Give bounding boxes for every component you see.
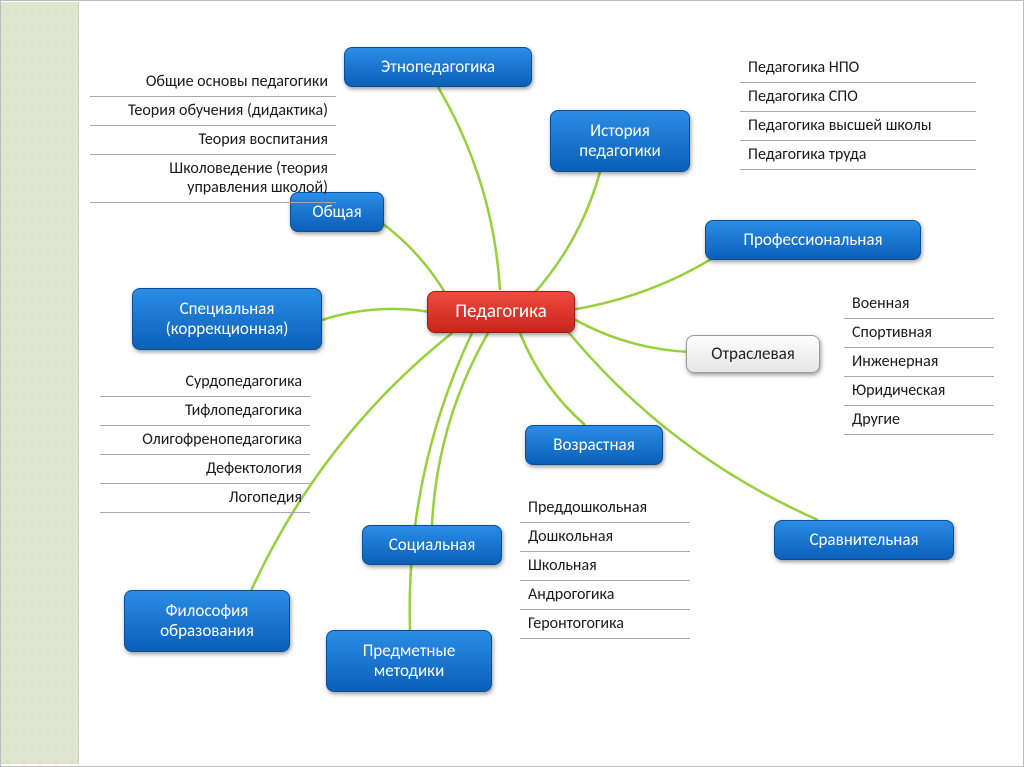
list-item: Юридическая: [844, 377, 994, 406]
node-philosophy: Философияобразования: [124, 590, 290, 652]
node-age: Возрастная: [525, 425, 663, 465]
list-item: Инженерная: [844, 348, 994, 377]
list-item: Педагогика СПО: [740, 83, 976, 112]
list-professional: Педагогика НПОПедагогика СПОПедагогика в…: [740, 54, 976, 170]
list-item: Андрогогика: [520, 581, 690, 610]
list-item: Дефектология: [100, 455, 310, 484]
node-branchwise: Отраслевая: [686, 335, 820, 373]
list-item: Преддошкольная: [520, 494, 690, 523]
list-item: Геронтогогика: [520, 610, 690, 639]
list-item: Педагогика труда: [740, 141, 976, 170]
node-subject-methods: Предметныеметодики: [326, 630, 492, 692]
list-item: Дошкольная: [520, 523, 690, 552]
center-node: Педагогика: [427, 291, 575, 333]
list-item: Школьная: [520, 552, 690, 581]
node-comparative: Сравнительная: [774, 520, 954, 560]
list-age: ПреддошкольнаяДошкольнаяШкольнаяАндрогог…: [520, 494, 690, 639]
node-special: Специальная(коррекционная): [132, 288, 322, 350]
diagram-stage: Педагогика Этнопедагогика Историяпедагог…: [0, 0, 1024, 767]
node-professional: Профессиональная: [705, 220, 921, 260]
list-special: СурдопедагогикаТифлопедагогикаОлигофрено…: [100, 368, 310, 513]
node-ethno: Этнопедагогика: [344, 47, 532, 87]
list-general: Общие основы педагогикиТеория обучения (…: [90, 68, 336, 203]
node-history: Историяпедагогики: [550, 110, 690, 172]
list-item: Олигофренопедагогика: [100, 426, 310, 455]
list-item: Педагогика высшей школы: [740, 112, 976, 141]
list-item: Теория обучения (дидактика): [90, 97, 336, 126]
list-item: Спортивная: [844, 319, 994, 348]
list-branchwise: ВоеннаяСпортивнаяИнженернаяЮридическаяДр…: [844, 290, 994, 435]
list-item: Теория воспитания: [90, 126, 336, 155]
list-item: Общие основы педагогики: [90, 68, 336, 97]
list-item: Логопедия: [100, 484, 310, 513]
list-item: Школоведение (теорияуправления школой): [90, 155, 336, 203]
list-item: Тифлопедагогика: [100, 397, 310, 426]
list-item: Сурдопедагогика: [100, 368, 310, 397]
list-item: Военная: [844, 290, 994, 319]
node-social: Социальная: [362, 525, 502, 565]
list-item: Другие: [844, 406, 994, 435]
list-item: Педагогика НПО: [740, 54, 976, 83]
